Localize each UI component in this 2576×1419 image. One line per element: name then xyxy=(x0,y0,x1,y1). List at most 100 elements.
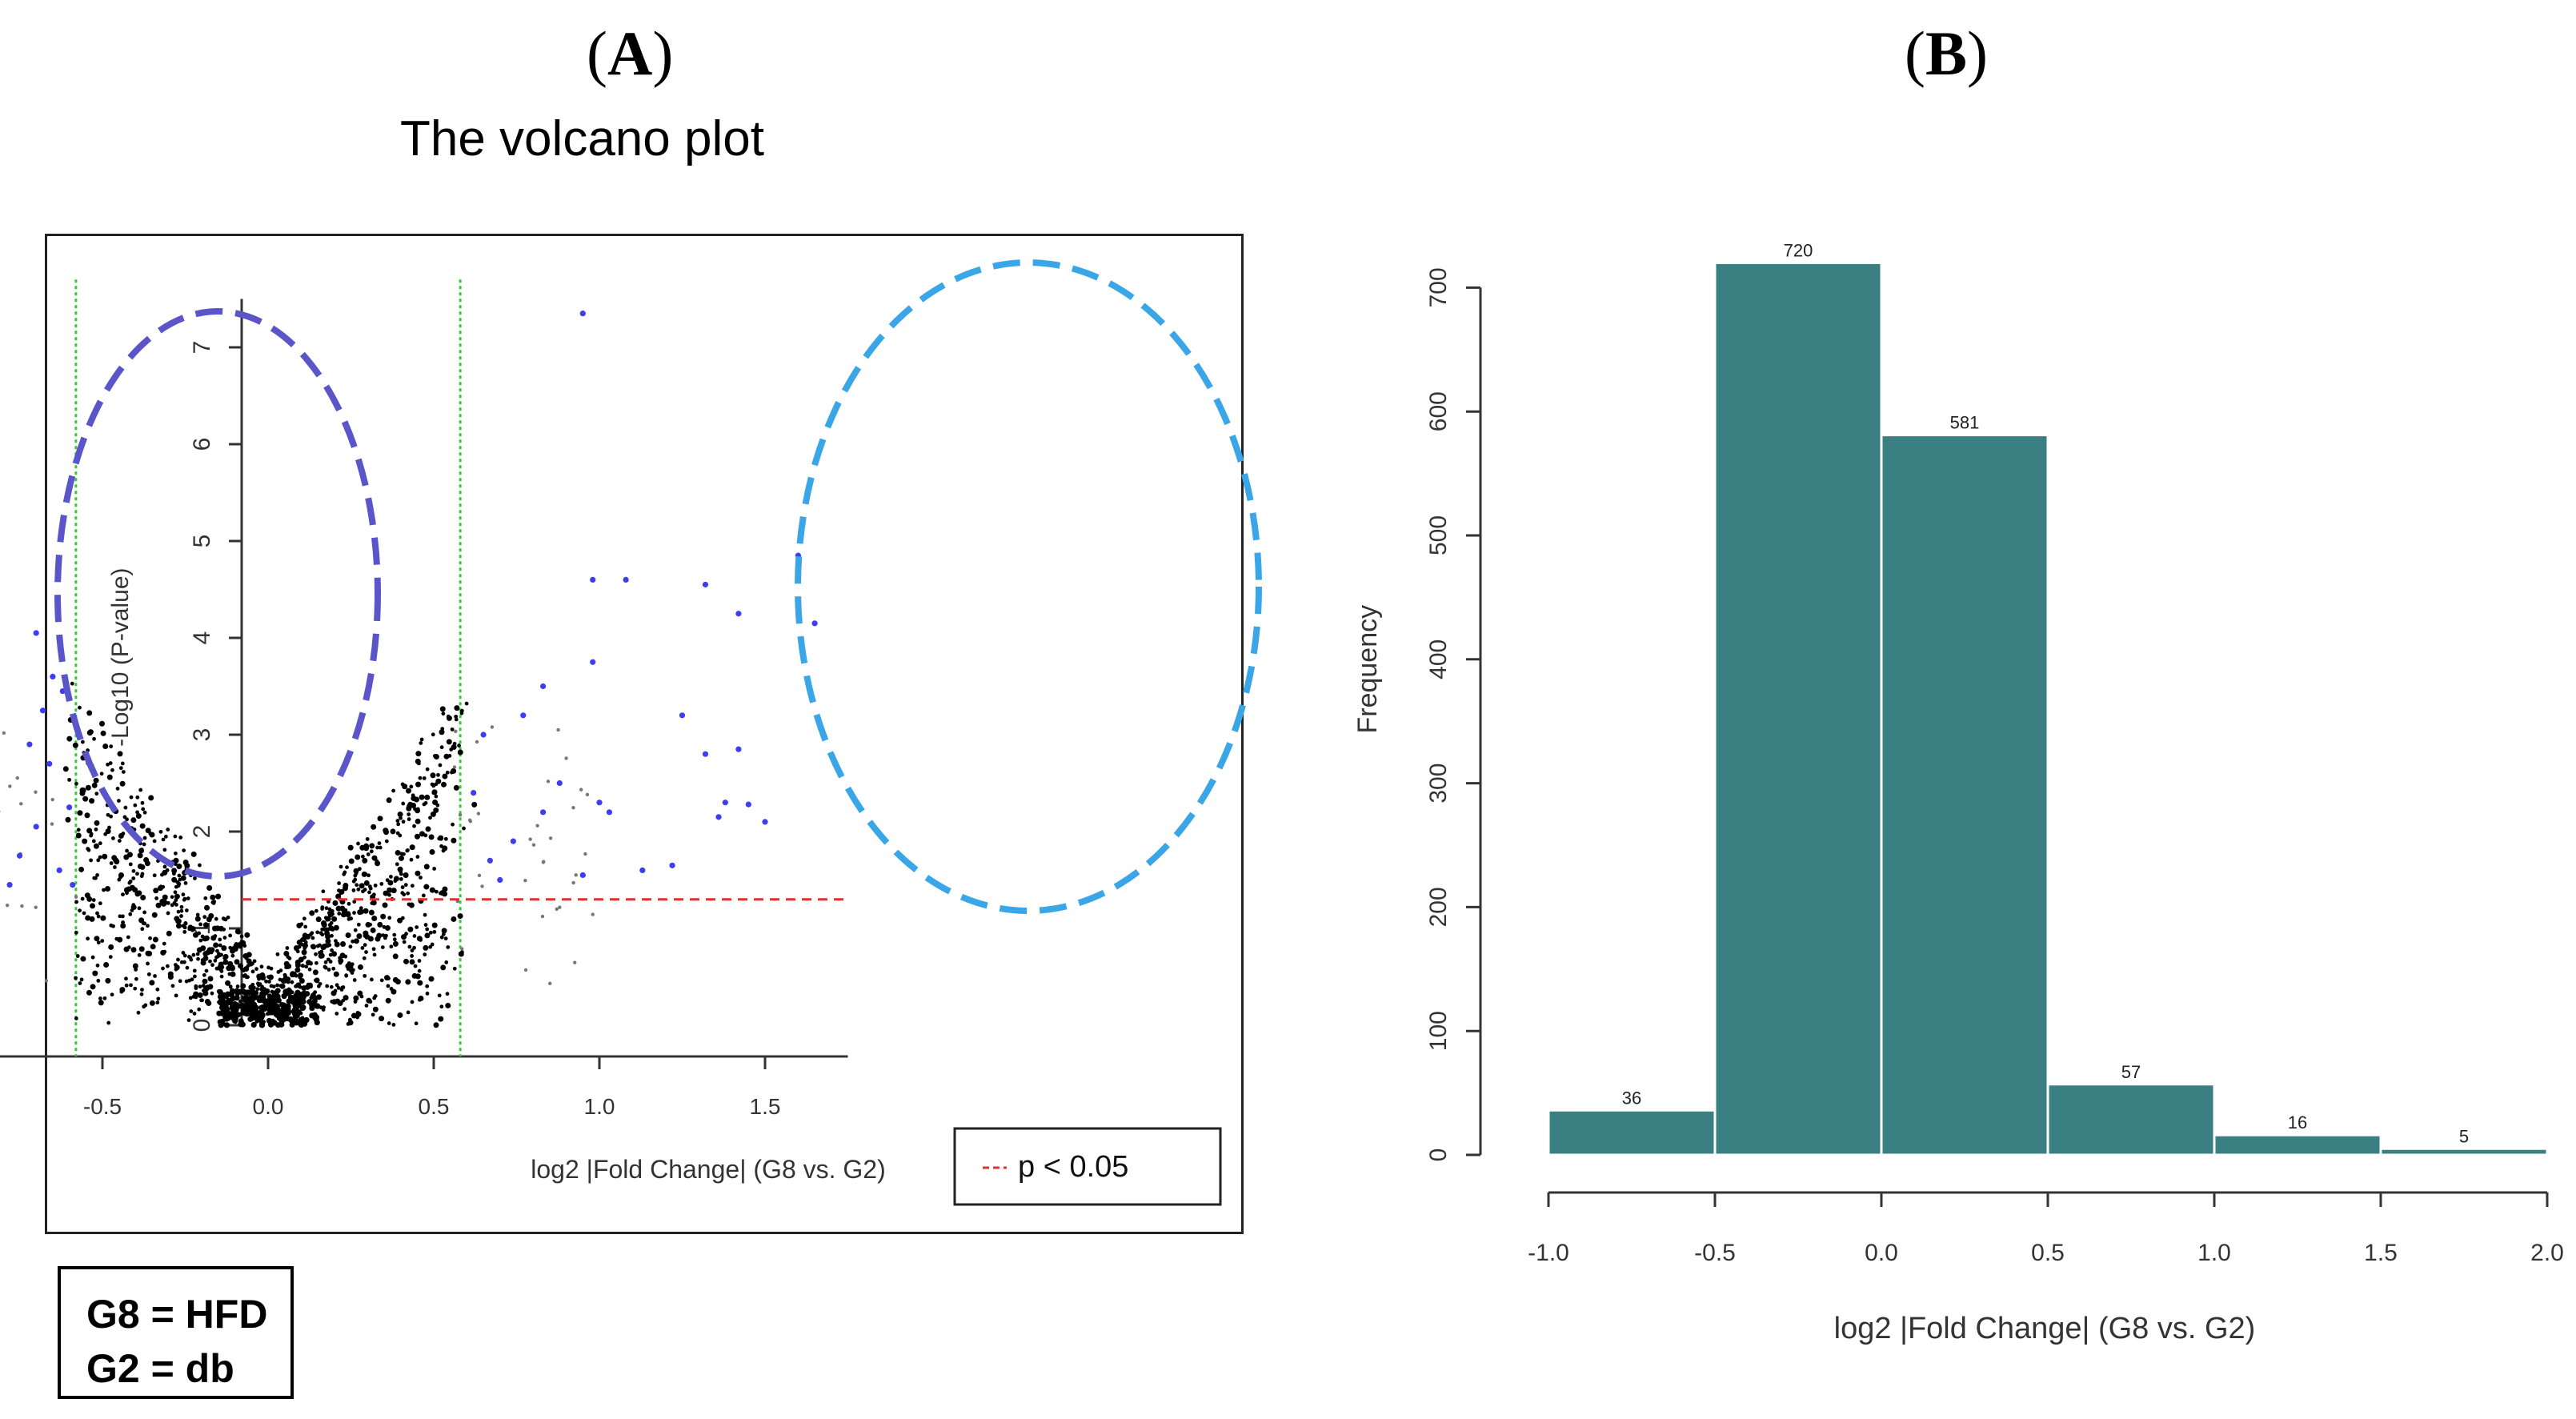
nonsignificant-point xyxy=(380,913,387,920)
nonsignificant-point xyxy=(202,922,209,928)
nonsignificant-point xyxy=(405,979,411,985)
nonsignificant-point xyxy=(121,892,125,897)
nonsignificant-point xyxy=(228,984,233,989)
nonsignificant-point xyxy=(314,960,318,965)
volcano-x-tick-label: 0.0 xyxy=(253,1094,284,1119)
nonsignificant-point xyxy=(222,956,227,960)
nonsignificant-point xyxy=(286,980,290,984)
nonsignificant-point xyxy=(303,940,308,944)
nonsignificant-point xyxy=(266,965,270,970)
nonsignificant-point xyxy=(283,951,290,957)
nonsignificant-point xyxy=(286,988,293,995)
nonsignificant-point xyxy=(294,973,298,978)
nonsignificant-point xyxy=(242,953,249,960)
nonsignificant-point xyxy=(99,772,104,776)
nonsignificant-point xyxy=(337,1000,343,1006)
nonsignificant-point xyxy=(218,943,222,948)
nonsignificant-point xyxy=(192,1012,197,1016)
nonsignificant-point xyxy=(188,956,193,960)
nonsignificant-point xyxy=(142,910,147,915)
nonsignificant-point xyxy=(136,1010,141,1015)
nonsignificant-point xyxy=(70,681,74,686)
nonsignificant-point xyxy=(442,886,448,892)
nonsignificant-point xyxy=(574,873,578,877)
nonsignificant-point xyxy=(143,1003,148,1008)
nonsignificant-point xyxy=(195,952,200,956)
nonsignificant-point xyxy=(451,744,457,751)
nonsignificant-point xyxy=(191,952,196,957)
histogram-y-tick-label: 400 xyxy=(1425,639,1452,679)
nonsignificant-point xyxy=(314,977,320,984)
nonsignificant-point xyxy=(140,894,146,900)
nonsignificant-point xyxy=(425,826,431,832)
nonsignificant-point xyxy=(81,740,85,744)
nonsignificant-point xyxy=(353,877,358,882)
nonsignificant-point xyxy=(108,944,114,950)
nonsignificant-point xyxy=(155,1000,160,1005)
nonsignificant-point xyxy=(307,967,312,972)
nonsignificant-point xyxy=(285,946,290,950)
significant-point xyxy=(579,872,586,879)
nonsignificant-point xyxy=(124,976,128,981)
nonsignificant-point xyxy=(423,884,430,890)
nonsignificant-point xyxy=(94,820,100,826)
volcano-y-tick-label: 4 xyxy=(189,631,215,645)
nonsignificant-point xyxy=(343,1007,347,1012)
nonsignificant-point xyxy=(406,891,411,896)
nonsignificant-point xyxy=(362,857,368,864)
nonsignificant-point xyxy=(74,930,78,935)
nonsignificant-point xyxy=(96,914,101,919)
nonsignificant-point xyxy=(192,968,197,973)
nonsignificant-point xyxy=(323,960,328,964)
nonsignificant-point xyxy=(138,788,143,792)
nonsignificant-point xyxy=(423,923,428,927)
nonsignificant-point xyxy=(353,938,359,944)
nonsignificant-point xyxy=(124,983,129,988)
nonsignificant-point xyxy=(321,922,327,928)
nonsignificant-point xyxy=(415,781,422,788)
nonsignificant-point xyxy=(329,984,334,989)
nonsignificant-point xyxy=(242,944,247,948)
nonsignificant-point xyxy=(15,776,19,780)
nonsignificant-point xyxy=(412,945,416,950)
nonsignificant-point xyxy=(259,972,266,979)
nonsignificant-point xyxy=(312,969,318,976)
histogram-y-tick-label: 700 xyxy=(1425,267,1452,307)
nonsignificant-point xyxy=(75,954,80,958)
nonsignificant-point xyxy=(234,959,240,965)
nonsignificant-point xyxy=(353,868,359,874)
nonsignificant-point xyxy=(423,912,427,917)
significant-point xyxy=(590,576,596,583)
nonsignificant-point xyxy=(126,945,131,950)
nonsignificant-point xyxy=(446,715,452,721)
nonsignificant-point xyxy=(80,896,85,901)
significant-point xyxy=(556,780,563,787)
nonsignificant-point xyxy=(123,854,130,860)
nonsignificant-point xyxy=(190,928,194,932)
nonsignificant-point xyxy=(271,1020,278,1026)
nonsignificant-point xyxy=(321,889,326,894)
nonsignificant-point xyxy=(400,782,405,787)
histogram-x-axis-label: log2 |Fold Change| (G8 vs. G2) xyxy=(1834,1312,2256,1345)
histogram-bar xyxy=(2379,1147,2549,1156)
nonsignificant-point xyxy=(62,766,69,772)
nonsignificant-point xyxy=(452,966,457,971)
nonsignificant-point xyxy=(428,816,432,820)
nonsignificant-point xyxy=(117,839,122,843)
nonsignificant-point xyxy=(128,879,133,884)
nonsignificant-point xyxy=(390,828,396,835)
nonsignificant-point xyxy=(425,767,430,772)
nonsignificant-point xyxy=(467,818,472,823)
histogram-bar-value-label: 720 xyxy=(1784,240,1813,260)
nonsignificant-point xyxy=(173,857,179,864)
nonsignificant-point xyxy=(356,933,363,940)
nonsignificant-point xyxy=(267,1007,274,1013)
nonsignificant-point xyxy=(226,965,232,972)
nonsignificant-point xyxy=(202,955,209,961)
nonsignificant-point xyxy=(391,888,397,894)
nonsignificant-point xyxy=(204,968,209,973)
nonsignificant-point xyxy=(462,826,466,831)
nonsignificant-point xyxy=(407,817,411,821)
nonsignificant-point xyxy=(219,1020,226,1027)
nonsignificant-point xyxy=(583,852,587,856)
